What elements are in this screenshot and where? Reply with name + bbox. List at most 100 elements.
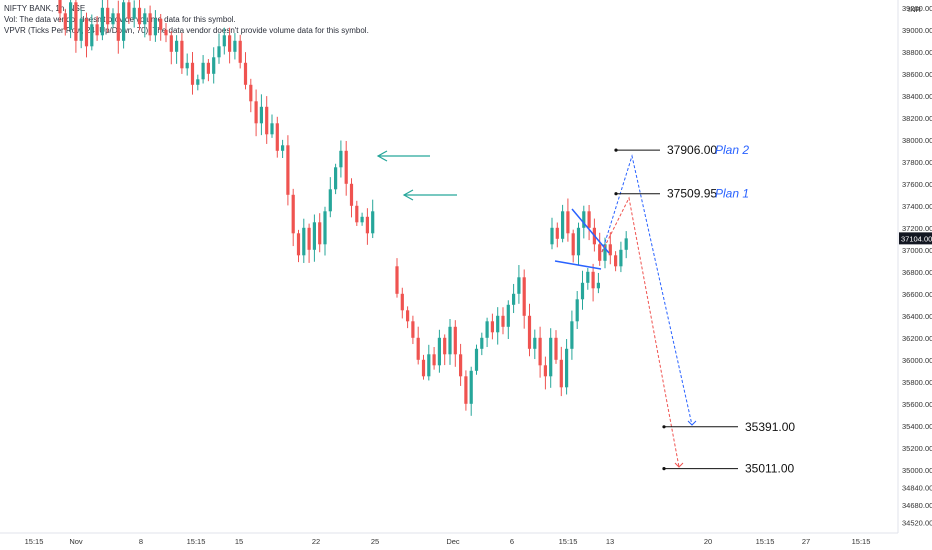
candle-body — [506, 304, 510, 327]
candle-body — [580, 282, 585, 300]
wedge-upper-line — [571, 208, 610, 254]
candle-body — [464, 376, 468, 404]
candle-body — [619, 249, 623, 267]
price-tick-label: 36800.00 — [902, 268, 932, 277]
currency-label: INR — [908, 5, 922, 14]
price-tick-label: 36400.00 — [902, 312, 932, 321]
candle-body — [538, 337, 542, 366]
candles-layer — [58, 0, 628, 416]
candle-body — [411, 321, 415, 338]
candle-body — [196, 79, 200, 85]
candle-body — [550, 227, 554, 245]
candle-body — [312, 222, 316, 250]
level-anchor — [662, 466, 666, 471]
last-price-tag — [899, 232, 932, 245]
candle-body — [614, 255, 618, 267]
candle-body — [74, 2, 78, 41]
candle-body — [249, 84, 253, 102]
candle-body — [153, 18, 157, 36]
time-tick-label: 15:15 — [852, 537, 871, 546]
plan2-projection — [601, 154, 693, 426]
price-tick-label: 35200.00 — [902, 444, 932, 453]
time-tick-label: 13 — [606, 537, 614, 546]
candle-body — [427, 354, 431, 377]
price-tick-label: 36200.00 — [902, 334, 932, 343]
candle-body — [624, 238, 628, 250]
time-tick-label: Dec — [446, 537, 460, 546]
time-tick-label: 15:15 — [187, 537, 206, 546]
candle-body — [90, 24, 94, 47]
time-tick-label: 25 — [371, 537, 379, 546]
price-tick-label: 38200.00 — [902, 114, 932, 123]
candle-body — [222, 35, 226, 47]
candle-body — [143, 13, 147, 25]
level-label: 37906.00 — [667, 143, 717, 157]
candle-body — [561, 211, 565, 239]
candle-body — [286, 145, 290, 195]
candle-body — [485, 321, 489, 338]
candle-body — [355, 205, 359, 223]
time-tick-label: 15 — [235, 537, 243, 546]
level-anchor — [662, 425, 666, 429]
price-tick-label: 39200.00 — [902, 4, 932, 13]
time-tick-label: Nov — [69, 537, 83, 546]
candle-body — [291, 194, 295, 234]
time-tick-label: 15:15 — [25, 537, 44, 546]
candle-body — [334, 167, 338, 190]
candle-body — [543, 365, 547, 377]
time-tick-label: 20 — [704, 537, 712, 546]
price-axis: 34520.00 34680.00 34840.00 35000.00 35200.00… — [897, 0, 932, 533]
candle-body — [571, 233, 575, 256]
price-tick-label: 37600.00 — [902, 180, 932, 189]
candle-body — [323, 211, 327, 245]
legend-symbol: NIFTY BANK, 1h, NSE — [4, 4, 86, 13]
candle-body — [175, 40, 179, 52]
plan1-projection — [601, 196, 680, 468]
candle-body — [596, 282, 600, 289]
plan-label: Plan 2 — [715, 143, 749, 157]
candle-body — [469, 370, 473, 404]
candle-body — [233, 40, 237, 52]
candle-body — [169, 35, 173, 52]
price-tick-label: 37400.00 — [902, 202, 932, 211]
candle-body — [582, 211, 586, 228]
candle-body — [559, 359, 563, 388]
candle-body — [275, 123, 279, 151]
candle-body — [148, 13, 152, 36]
candle-body — [522, 277, 526, 316]
candle-body — [69, 2, 73, 30]
candle-body — [180, 40, 184, 69]
candle-body — [527, 315, 532, 349]
arrow-head — [402, 189, 414, 201]
candle-body — [228, 35, 232, 52]
candle-body — [603, 244, 607, 261]
candle-body — [243, 62, 248, 85]
candle-body — [259, 106, 263, 124]
candle-body — [106, 7, 110, 25]
time-tick-label: 22 — [312, 537, 320, 546]
candle-body — [555, 227, 559, 239]
candle-body — [591, 271, 595, 289]
candle-body — [575, 299, 579, 322]
level-anchor — [614, 192, 618, 196]
candle-body — [307, 227, 311, 250]
candle-body — [608, 244, 612, 256]
candle-body — [79, 18, 83, 41]
time-tick-label: 8 — [139, 537, 143, 546]
candle-body — [512, 293, 516, 305]
price-tick-label: 38800.00 — [902, 48, 932, 57]
time-axis: 15:15 Nov 8 15:15 15 22 25 Dec 6 15:15 13 20 15:15 27… — [0, 532, 898, 546]
candle-body — [371, 211, 375, 234]
candle-body — [238, 40, 242, 63]
level-label: 35011.00 — [745, 462, 794, 476]
level-label: 35391.00 — [745, 420, 795, 434]
candle-body — [459, 354, 463, 377]
candle-body — [448, 326, 452, 355]
candle-body — [159, 18, 163, 30]
candle-body — [190, 62, 195, 85]
candle-body — [206, 62, 210, 74]
candle-body — [318, 222, 322, 245]
candle-body — [212, 57, 216, 74]
